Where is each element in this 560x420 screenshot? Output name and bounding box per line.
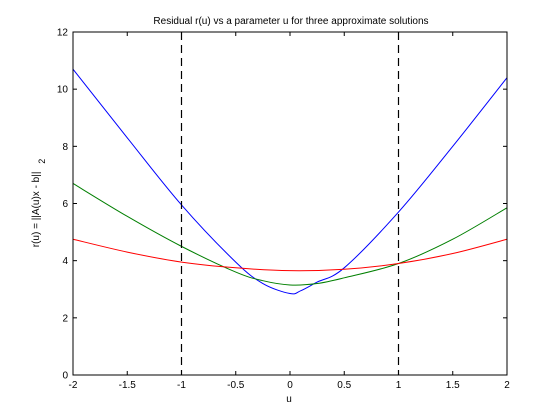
x-tick-label: 0.5 (337, 380, 351, 391)
x-tick-label: -0.5 (227, 380, 245, 391)
tick-labels: -2 -1.5 -1 -0.5 0 0.5 1 1.5 2 0 2 4 6 8 10 12 (57, 28, 510, 392)
y-tick-label: 4 (62, 256, 68, 267)
x-tick-label: 0 (287, 380, 293, 391)
series-line-2 (72, 183, 508, 286)
series-line-1 (72, 68, 508, 295)
x-tick-label: -1.5 (119, 380, 137, 391)
chart-title: Residual r(u) vs a parameter u for three… (153, 16, 428, 27)
x-tick-label: -1 (177, 380, 186, 391)
plot-area (72, 32, 508, 375)
x-tick-label: 2 (504, 380, 510, 391)
y-tick-label: 6 (62, 199, 68, 210)
y-axis-label-text: r(u) = ||A(u)x - b|| 2 (31, 159, 47, 247)
axes-frame (72, 31, 508, 376)
x-axis-label: u (286, 394, 292, 405)
y-tick-label: 0 (62, 371, 68, 382)
x-tick-label: -2 (69, 380, 78, 391)
y-tick-label: 2 (62, 313, 68, 324)
y-tick-label: 12 (57, 28, 69, 39)
x-tick-label: 1 (396, 380, 402, 391)
y-axis-label: r(u) = ||A(u)x - b|| 2 (31, 159, 47, 247)
y-tick-label: 10 (57, 85, 69, 96)
y-tick-label: 8 (62, 142, 68, 153)
series-line-3 (72, 238, 508, 272)
tick-marks (72, 31, 508, 376)
x-tick-label: 1.5 (446, 380, 460, 391)
axes-box (72, 31, 508, 376)
